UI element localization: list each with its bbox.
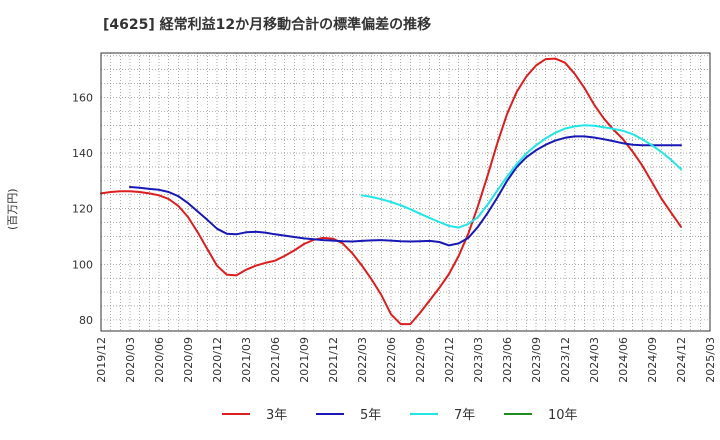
x-tick-label: 2024/09 <box>646 337 659 383</box>
y-tick-label: 100 <box>72 258 93 271</box>
series-line <box>129 135 682 247</box>
x-tick-label: 2020/09 <box>182 337 195 383</box>
x-tick-label: 2022/06 <box>385 337 398 383</box>
x-tick-label: 2024/03 <box>588 337 601 383</box>
x-tick-label: 2020/03 <box>124 337 137 383</box>
tick-layer: 80 100 120 140 160 2019/12 2020/03 2020/06 2020/… <box>72 91 717 382</box>
x-tick-label: 2022/09 <box>414 337 427 383</box>
x-tick-label: 2023/03 <box>472 337 485 383</box>
x-tick-label: 2023/12 <box>559 337 572 383</box>
x-tick-label: 2023/09 <box>530 337 543 383</box>
series-line <box>361 124 682 229</box>
x-tick-label: 2020/12 <box>211 337 224 383</box>
x-tick-label: 2021/06 <box>269 337 282 383</box>
x-tick-label: 2021/03 <box>240 337 253 383</box>
x-tick-label: 2024/06 <box>617 337 630 383</box>
series-layer <box>100 57 682 326</box>
x-tick-label: 2020/06 <box>153 337 166 383</box>
y-tick-label: 80 <box>79 314 93 327</box>
series-line <box>100 57 682 326</box>
x-tick-label: 2024/12 <box>675 337 688 383</box>
x-tick-label: 2021/12 <box>327 337 340 383</box>
x-tick-label: 2022/03 <box>356 337 369 383</box>
legend-label: 5年 <box>360 408 381 423</box>
x-tick-label: 2022/12 <box>443 337 456 383</box>
legend-label: 7年 <box>454 408 475 423</box>
x-tick-label: 2025/03 <box>704 337 717 383</box>
legend-label: 10年 <box>548 408 578 423</box>
y-tick-label: 160 <box>72 91 93 104</box>
x-tick-label: 2021/09 <box>298 337 311 383</box>
legend-label: 3年 <box>266 408 287 423</box>
y-tick-label: 140 <box>72 147 93 160</box>
y-tick-label: 120 <box>72 203 93 216</box>
x-tick-label: 2019/12 <box>95 337 108 383</box>
plot-frame <box>100 52 711 332</box>
legend: 3年 5年 7年 10年 <box>222 408 578 423</box>
x-tick-label: 2023/06 <box>501 337 514 383</box>
chart-title: [4625] 経常利益12か月移動合計の標準偏差の推移 <box>103 17 432 33</box>
grid-layer <box>101 53 710 331</box>
